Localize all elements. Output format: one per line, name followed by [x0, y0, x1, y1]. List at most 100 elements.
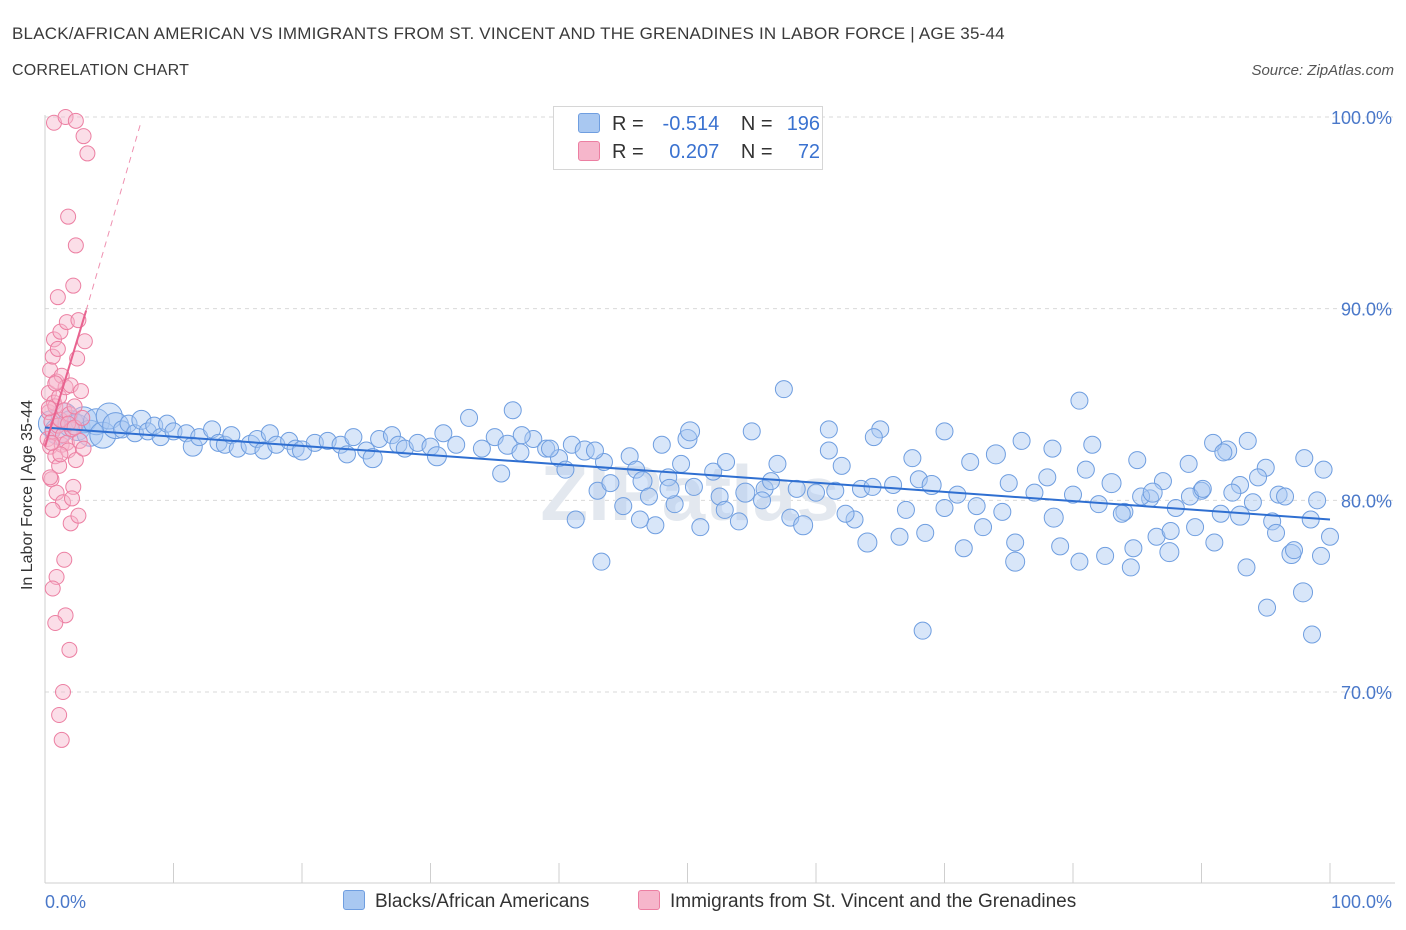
point-svg	[44, 580, 61, 597]
point-blacks	[677, 429, 698, 449]
point-blacks	[1230, 505, 1251, 526]
point-blacks	[1025, 483, 1044, 502]
trendline-svg	[44, 310, 88, 447]
point-blacks	[1267, 523, 1286, 542]
point-svg	[52, 446, 69, 463]
legend-label-blacks: Blacks/African Americans	[375, 891, 590, 912]
point-blacks	[948, 485, 967, 504]
point-blacks	[755, 479, 774, 498]
point-blacks	[1112, 504, 1131, 523]
point-blacks	[826, 481, 845, 500]
point-svg	[76, 333, 93, 350]
point-blacks	[1256, 458, 1275, 477]
point-blacks	[472, 439, 491, 458]
point-blacks	[1193, 479, 1212, 498]
x-tick-label: 0.0%	[45, 892, 86, 912]
point-blacks	[1005, 551, 1026, 572]
legend-n-label: N =	[740, 113, 773, 135]
point-blacks	[1295, 449, 1314, 468]
legend-label-svg: Immigrants from St. Vincent and the Gren…	[670, 891, 1077, 912]
point-blacks	[691, 518, 710, 537]
legend-swatch-pink	[578, 141, 600, 161]
point-blacks	[119, 414, 138, 433]
point-svg	[60, 208, 77, 225]
point-blacks	[1115, 502, 1134, 521]
point-blacks	[1038, 468, 1057, 487]
point-blacks	[1070, 391, 1089, 410]
point-blacks	[1211, 504, 1230, 523]
legend-r-value: -0.514	[662, 113, 720, 135]
point-blacks	[871, 420, 890, 439]
point-blacks	[974, 518, 993, 537]
chart-subtitle: CORRELATION CHART	[12, 62, 190, 79]
point-blacks	[1214, 443, 1233, 462]
point-blacks	[1249, 468, 1268, 487]
point-blacks	[1051, 537, 1070, 556]
point-blacks	[550, 449, 568, 468]
point-blacks	[735, 482, 756, 503]
point-blacks	[762, 472, 781, 491]
point-svg	[51, 707, 68, 723]
point-blacks	[845, 510, 864, 529]
point-blacks	[1223, 483, 1242, 502]
point-blacks	[985, 444, 1006, 465]
point-blacks	[646, 516, 665, 535]
point-blacks	[1285, 541, 1304, 560]
legend-n-value: 72	[797, 141, 821, 163]
point-blacks	[158, 414, 177, 433]
point-blacks	[999, 474, 1018, 493]
point-blacks	[857, 532, 878, 553]
point-svg	[51, 457, 68, 474]
point-blacks	[787, 479, 806, 498]
point-blacks	[993, 502, 1012, 521]
point-blacks	[1238, 431, 1257, 450]
point-blacks	[434, 424, 453, 443]
point-blacks	[1205, 533, 1224, 552]
point-blacks	[961, 453, 980, 471]
point-blacks	[935, 422, 954, 441]
point-svg	[72, 383, 89, 400]
y-tick-label: 100.0%	[1331, 108, 1392, 128]
point-blacks	[1314, 460, 1333, 479]
point-blacks	[896, 500, 915, 519]
point-blacks	[1159, 542, 1180, 563]
point-blacks	[1179, 454, 1198, 473]
legend-swatch-blue	[578, 113, 600, 133]
point-blacks	[344, 428, 363, 447]
point-blacks	[967, 497, 986, 516]
legend-r-value: 0.207	[669, 141, 720, 163]
point-blacks	[1083, 435, 1102, 454]
trendline-svg-extrapolated	[85, 120, 142, 311]
point-blacks	[884, 476, 903, 494]
point-blacks	[684, 477, 703, 496]
point-blacks	[819, 420, 838, 439]
point-blacks	[836, 504, 855, 523]
point-blacks	[913, 621, 932, 640]
point-blacks	[492, 464, 511, 483]
point-svg	[65, 277, 82, 294]
point-blacks	[537, 439, 556, 458]
point-svg	[49, 340, 66, 357]
point-blacks	[1006, 533, 1025, 552]
point-blacks	[614, 497, 633, 516]
point-blacks	[1076, 460, 1095, 479]
point-blacks	[1012, 431, 1031, 450]
axes	[44, 115, 1395, 884]
point-blacks	[1303, 625, 1322, 644]
point-blacks	[672, 454, 691, 473]
point-svg	[57, 109, 74, 125]
point-svg	[75, 128, 92, 145]
point-blacks	[1237, 558, 1256, 577]
point-blacks	[710, 487, 729, 506]
point-blacks	[1043, 507, 1064, 528]
point-svg	[48, 484, 65, 501]
point-svg	[53, 731, 70, 748]
point-blacks	[592, 552, 611, 571]
point-blacks	[753, 491, 772, 510]
legend-n-value: 196	[786, 113, 821, 135]
y-axis-label: In Labor Force | Age 35-44	[19, 400, 36, 590]
point-blacks	[768, 454, 787, 473]
point-blacks	[1161, 522, 1180, 540]
point-svg	[74, 409, 91, 426]
